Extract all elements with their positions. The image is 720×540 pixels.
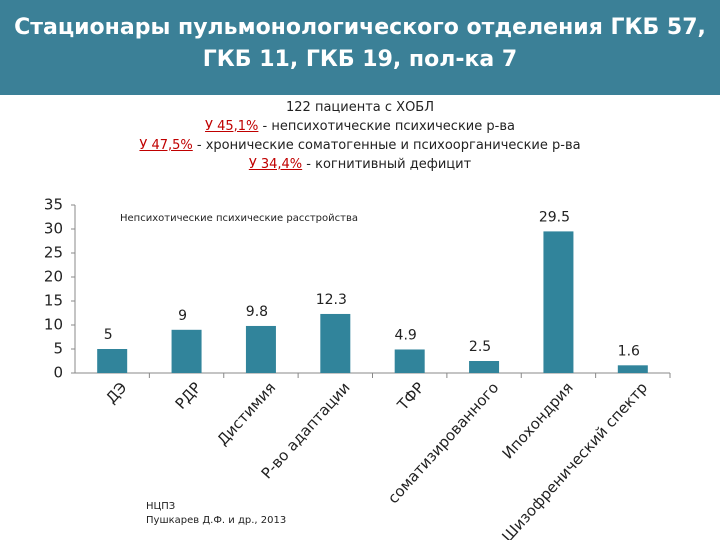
note-text: - когнитивный дефицит — [302, 157, 472, 172]
note-highlight: У 45,1% — [205, 119, 259, 134]
x-tick-label: Дистимия — [213, 379, 279, 449]
value-label: 5 — [104, 327, 113, 343]
chart-title: Стационары пульмонологического отделения… — [0, 0, 720, 95]
y-tick-label: 15 — [44, 292, 63, 310]
value-label: 9.8 — [246, 304, 268, 320]
value-label: 1.6 — [618, 343, 640, 359]
y-tick-label: 0 — [53, 364, 63, 382]
bar — [97, 349, 128, 373]
x-tick-label: ДЭ — [102, 379, 130, 408]
source: НЦПЗ Пушкарев Д.Ф. и др., 2013 — [146, 500, 286, 528]
bar — [245, 325, 276, 373]
note: У 47,5% - хронические соматогенные и пси… — [0, 136, 720, 155]
annotation: Непсихотические психические расстройства — [120, 213, 358, 224]
value-label: 12.3 — [316, 292, 347, 308]
x-tick-label: ТФР — [393, 379, 428, 415]
bar — [171, 329, 202, 373]
note-text: - хронические соматогенные и психооргани… — [192, 138, 581, 153]
x-tick-label: Шизофренический спектр — [498, 379, 651, 540]
note: У 34,4% - когнитивный дефицит — [0, 155, 720, 174]
note-highlight: У 47,5% — [139, 138, 193, 153]
y-tick-label: 5 — [53, 340, 63, 358]
source-line: НЦПЗ — [146, 501, 176, 512]
source-line: Пушкарев Д.Ф. и др., 2013 — [146, 515, 287, 526]
bar — [320, 313, 351, 373]
notes: 122 пациента с ХОБЛ У 45,1% - непсихотич… — [0, 98, 720, 174]
y-tick-label: 25 — [44, 244, 63, 262]
note: У 45,1% - непсихотические психические р-… — [0, 117, 720, 136]
x-tick-label: РДР — [172, 379, 205, 413]
note-text: - непсихотические психические р-ва — [258, 119, 515, 134]
value-label: 9 — [178, 308, 187, 324]
note-highlight: У 34,4% — [248, 157, 303, 172]
value-label: 29.5 — [539, 209, 570, 225]
x-tick-label: Ипохондрия — [499, 379, 577, 463]
y-tick-label: 20 — [44, 268, 63, 286]
subtitle: 122 пациента с ХОБЛ — [286, 100, 434, 115]
bar — [469, 361, 500, 373]
bar — [543, 231, 574, 373]
bar — [617, 365, 648, 373]
y-tick-label: 35 — [44, 196, 63, 214]
y-tick-label: 30 — [44, 220, 63, 238]
value-label: 2.5 — [469, 339, 491, 355]
value-label: 4.9 — [395, 327, 417, 343]
y-tick-label: 10 — [44, 316, 63, 334]
bar — [394, 349, 425, 373]
